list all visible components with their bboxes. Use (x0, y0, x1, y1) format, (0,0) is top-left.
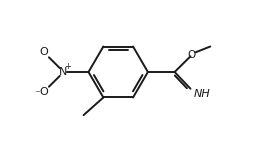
Text: ⁻: ⁻ (34, 90, 40, 100)
Text: N: N (59, 67, 67, 77)
Text: O: O (187, 50, 196, 60)
Text: +: + (64, 62, 71, 71)
Text: O: O (40, 87, 48, 97)
Text: O: O (40, 47, 48, 57)
Text: NH: NH (193, 89, 210, 99)
